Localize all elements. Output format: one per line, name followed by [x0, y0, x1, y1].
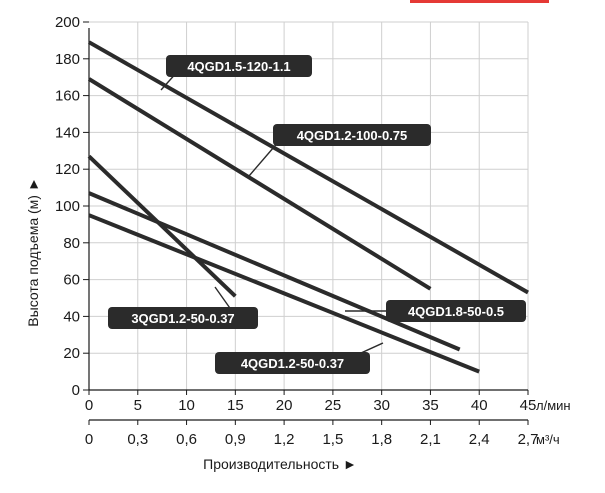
x-tick-label: 20 [276, 397, 293, 414]
series-label: 4QGD1.2-100-0.75 [297, 128, 408, 143]
x2-tick-label: 1,8 [371, 431, 392, 448]
x-tick-label: 30 [373, 397, 390, 414]
axes [88, 28, 528, 421]
series-lines [87, 40, 529, 374]
series-label-box [273, 124, 431, 146]
accent-bar [410, 0, 549, 3]
x2-tick-label: 2,4 [469, 431, 490, 448]
y-tick-label: 140 [55, 124, 80, 141]
x-tick-label: 40 [471, 397, 488, 414]
series-label: 3QGD1.2-50-0.37 [131, 311, 234, 326]
x2-tick-label: 2,1 [420, 431, 441, 448]
series-line [88, 40, 529, 295]
y-tick-label: 60 [63, 272, 80, 289]
x-tick-label: 5 [134, 397, 142, 414]
y-tick-label: 20 [63, 345, 80, 362]
series-line [88, 191, 461, 352]
y-tick-label: 160 [55, 88, 80, 105]
x-tick-label: 10 [178, 397, 195, 414]
series-label-box [166, 55, 312, 77]
x2-tick-label: 2,7 [518, 431, 539, 448]
x-tick-label: 0 [85, 397, 93, 414]
x-tick-label: 15 [227, 397, 244, 414]
y-tick-label: 180 [55, 51, 80, 68]
series-label: 4QGD1.5-120-1.1 [187, 59, 290, 74]
x2-tick-label: 0 [85, 431, 93, 448]
y-tick-labels: 0 20 40 60 80 100 120 140 160 180 200 [55, 14, 89, 399]
grid [89, 21, 529, 390]
y-tick-label: 100 [55, 198, 80, 215]
y-axis-title: Высота подъема (м) ► [25, 177, 41, 326]
series-line [88, 213, 480, 374]
y-tick-label: 200 [55, 14, 80, 31]
y-tick-label: 0 [72, 382, 80, 399]
series-label-box [386, 300, 526, 322]
x2-tick-label: 0,3 [127, 431, 148, 448]
x-axis-title: Производительность ► [203, 456, 357, 472]
series-label-box [108, 307, 258, 329]
series-label-leader [248, 139, 281, 177]
x2-tick-label: 0,9 [225, 431, 246, 448]
series-line [87, 77, 432, 291]
series-label-box [215, 352, 370, 374]
x2-tick-label: 0,6 [176, 431, 197, 448]
x-tick-label: 35 [422, 397, 439, 414]
series-label: 4QGD1.8-50-0.5 [408, 304, 504, 319]
series-labels: 4QGD1.5-120-1.1 4QGD1.2-100-0.75 3QGD1.2-5… [108, 55, 526, 374]
x-tick-label: 45 [520, 397, 537, 414]
series-line [87, 154, 237, 298]
x2-tick-label: 1,2 [274, 431, 295, 448]
y-tick-label: 120 [55, 161, 80, 178]
x-unit-label: л/мин [536, 398, 571, 413]
x2-unit-label: м³/ч [536, 432, 560, 447]
y-tick-label: 40 [63, 308, 80, 325]
y-tick-label: 80 [63, 235, 80, 252]
x-tick-label: 25 [325, 397, 342, 414]
x2-tick-labels: 0 0,3 0,6 0,9 1,2 1,5 1,8 2,1 2,4 2,7 [85, 420, 539, 448]
series-label: 4QGD1.2-50-0.37 [241, 356, 344, 371]
x2-tick-label: 1,5 [322, 431, 343, 448]
x-tick-labels: 0 5 10 15 20 25 30 35 40 45 [85, 390, 537, 414]
